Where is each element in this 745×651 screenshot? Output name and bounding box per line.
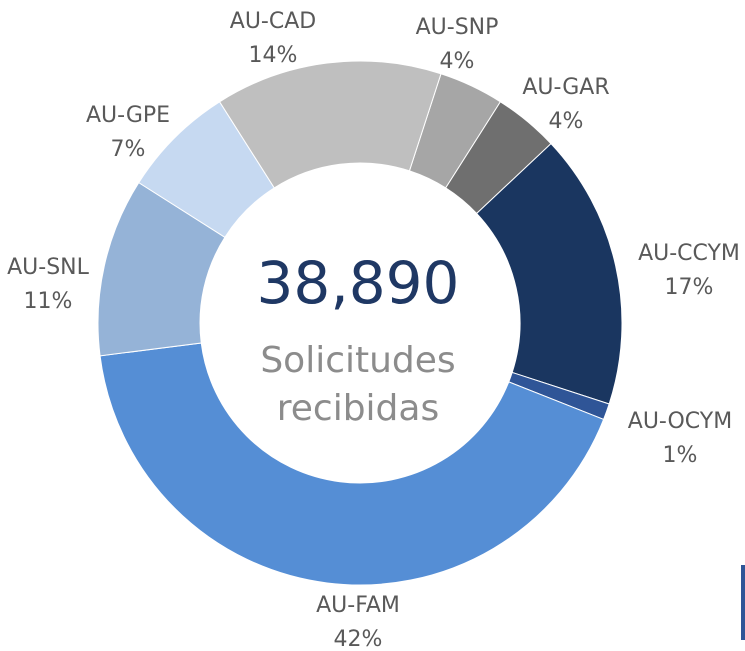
slice-label: AU-GAR (522, 75, 609, 100)
slice-label: AU-OCYM (628, 409, 732, 434)
donut-slice (218, 60, 442, 189)
slice-value-label: 1% (663, 443, 698, 468)
slice-value-label: 7% (111, 137, 146, 162)
center-value: 38,890 (257, 249, 460, 317)
slice-label: AU-SNP (416, 15, 499, 40)
slice-value-label: 42% (334, 627, 383, 651)
slice-label: AU-SNL (7, 255, 90, 280)
slice-value-label: 17% (665, 275, 714, 300)
slice-label: AU-CAD (230, 9, 316, 34)
center-text: Solicitudes (260, 340, 455, 381)
slice-label: AU-FAM (316, 593, 400, 618)
slice-value-label: 4% (440, 49, 475, 74)
slice-value-label: 14% (249, 43, 298, 68)
slice-value-label: 11% (24, 289, 73, 314)
donut-slice (99, 342, 605, 586)
center-text: recibidas (277, 388, 439, 429)
edge-decoration (741, 565, 745, 640)
slice-label: AU-CCYM (638, 241, 740, 266)
slice-label: AU-GPE (86, 103, 170, 128)
slice-value-label: 4% (549, 109, 584, 134)
